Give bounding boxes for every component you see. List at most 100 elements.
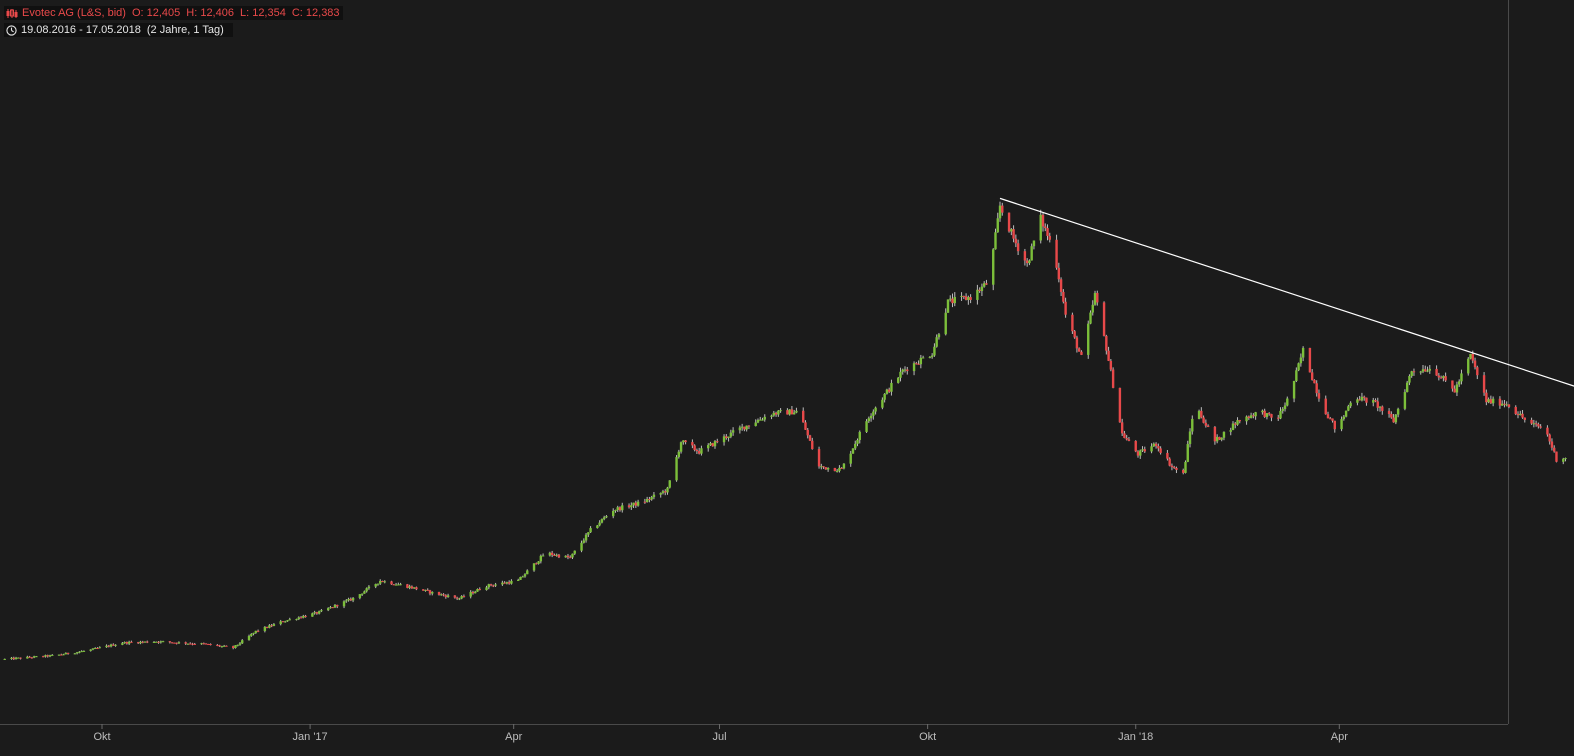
candle-up [1188,431,1192,445]
candle-down [1514,406,1517,415]
candle-down [478,588,481,591]
candle-up [64,652,68,655]
candle-up [284,621,287,623]
candle-down [1206,425,1210,427]
candle-down [1044,226,1047,229]
candle-down [125,642,129,644]
candle-up [770,415,773,417]
candle-down [1489,399,1493,404]
candle-up [1500,403,1504,406]
candle-up [78,651,81,653]
candle-down [216,644,219,646]
candle-up [992,249,995,285]
candle-down [569,557,572,559]
candle-down [1012,229,1015,239]
candle-up [1010,229,1013,232]
candle-up [1342,416,1346,420]
candle-down [189,643,192,645]
candle-down [1435,368,1438,376]
candle-down [1358,399,1361,401]
candle-up [849,453,852,464]
candle-down [1374,400,1377,402]
candle-up [487,584,491,588]
candle-down [146,641,149,643]
candle-up [1222,431,1226,438]
candle-up [700,448,703,454]
candle-down [315,612,319,614]
candle-down [1482,375,1486,393]
candle-down [1143,449,1146,452]
candle-down [725,436,728,438]
candle-down [1539,426,1542,428]
candle-up [944,312,947,335]
candle-down [1062,291,1065,302]
candle-up [614,509,617,511]
candle-up [311,613,314,617]
candle-down [1166,452,1169,459]
candle-up [709,443,712,446]
candle-up [143,641,147,643]
candle-up [659,492,662,495]
candle-up [1152,443,1156,447]
trendline[interactable] [999,197,1574,413]
candle-up [222,645,226,647]
candle-up [795,410,798,413]
candle-down [1200,410,1203,418]
candle-up [1265,413,1269,417]
candle-down [811,440,814,450]
candle-down [1175,467,1178,470]
candle-down [304,615,307,617]
candle-up [777,410,780,415]
candle-down [693,445,696,451]
candle-up [584,534,588,541]
candle-down [664,491,667,493]
candle-up [976,289,979,300]
candle-down [1530,419,1533,424]
candle-up [73,653,77,655]
candle-down [1064,301,1067,315]
candle-up [91,648,95,650]
candle-up [537,561,540,564]
candle-down [817,449,821,467]
candle-down [978,289,981,291]
high-value: H: 12,406 [186,7,234,19]
instrument-name: Evotec AG (L&S, bid) [22,7,126,19]
candle-up [510,580,513,584]
clock-icon [6,24,17,36]
candle-up [121,643,124,645]
candle-up [949,298,952,300]
candle-up [351,597,355,601]
candle-up [602,517,606,520]
candle-up [1487,399,1490,403]
candle-up [727,436,730,438]
candle-down [557,554,561,558]
candle-up [761,419,764,421]
candle-up [854,443,857,449]
candle-up [996,218,999,233]
candle-up [885,389,889,394]
candle-up [1372,400,1375,403]
candle-down [173,642,176,644]
candle-up [661,491,665,493]
candle-up [399,584,402,586]
candle-down [566,555,570,558]
candle-down [697,451,701,454]
candle-down [1521,413,1524,418]
candle-down [406,584,409,588]
candle-down [46,655,49,657]
candle-down [774,412,778,415]
candle-down [917,363,920,365]
candle-up [263,626,267,632]
candle-down [822,466,825,468]
candle-up [745,425,748,430]
candle-up [589,528,592,533]
candle-up [1091,304,1094,313]
candle-down [802,410,805,423]
candle-down [444,595,448,598]
candle-up [1150,446,1153,452]
candle-up [1405,382,1409,393]
candle-down [964,296,968,300]
candle-down [804,422,807,430]
